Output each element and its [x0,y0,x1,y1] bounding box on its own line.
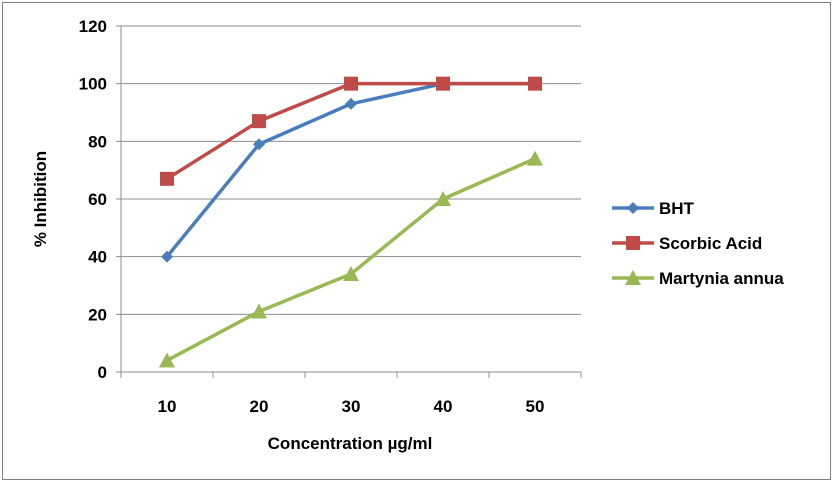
data-point-square [252,114,266,129]
data-point-triangle [527,150,543,166]
y-tick-label: 20 [88,305,107,324]
y-tick-label: 100 [79,75,107,94]
series-martynia-annua [159,150,543,368]
data-point-square [160,171,174,186]
legend: BHT Scorbic Acid Martynia annua [612,199,784,288]
x-tick-labels: 10 20 30 40 50 [120,372,582,416]
x-tick-label: 10 [158,397,177,416]
legend-label: Martynia annua [659,269,784,288]
series-bht [161,77,541,263]
data-point-square [626,236,640,250]
data-point-diamond [253,138,265,151]
data-point-triangle [159,352,175,368]
y-axis-title: % Inhibition [31,151,50,247]
x-tick-label: 50 [526,397,545,416]
data-point-triangle [251,303,267,319]
y-tick-label: 80 [88,132,107,151]
legend-label: BHT [659,199,695,218]
series-lines [159,76,543,368]
data-point-triangle [435,191,451,206]
x-tick-label: 30 [342,397,361,416]
legend-item: Martynia annua [612,269,784,288]
y-tick-label: 60 [88,190,107,209]
series-scorbic-acid [160,76,542,186]
y-tick-label: 120 [79,17,107,36]
legend-label: Scorbic Acid [659,234,762,253]
x-axis-title: Concentration µg/ml [268,434,433,453]
data-point-square [344,76,358,91]
data-point-diamond [161,250,173,263]
data-point-square [528,76,542,91]
data-point-diamond [345,97,357,110]
data-point-square [436,76,450,91]
y-tick-label: 40 [88,248,107,267]
data-point-triangle [343,265,359,281]
x-tick-label: 20 [250,397,269,416]
data-point-diamond [627,202,639,214]
legend-item: Scorbic Acid [612,234,762,253]
legend-item: BHT [612,199,695,218]
x-tick-label: 40 [434,397,453,416]
y-tick-label: 0 [98,363,107,382]
y-tick-labels: 0 20 40 60 80 100 120 [79,17,121,382]
data-point-triangle [625,270,641,285]
